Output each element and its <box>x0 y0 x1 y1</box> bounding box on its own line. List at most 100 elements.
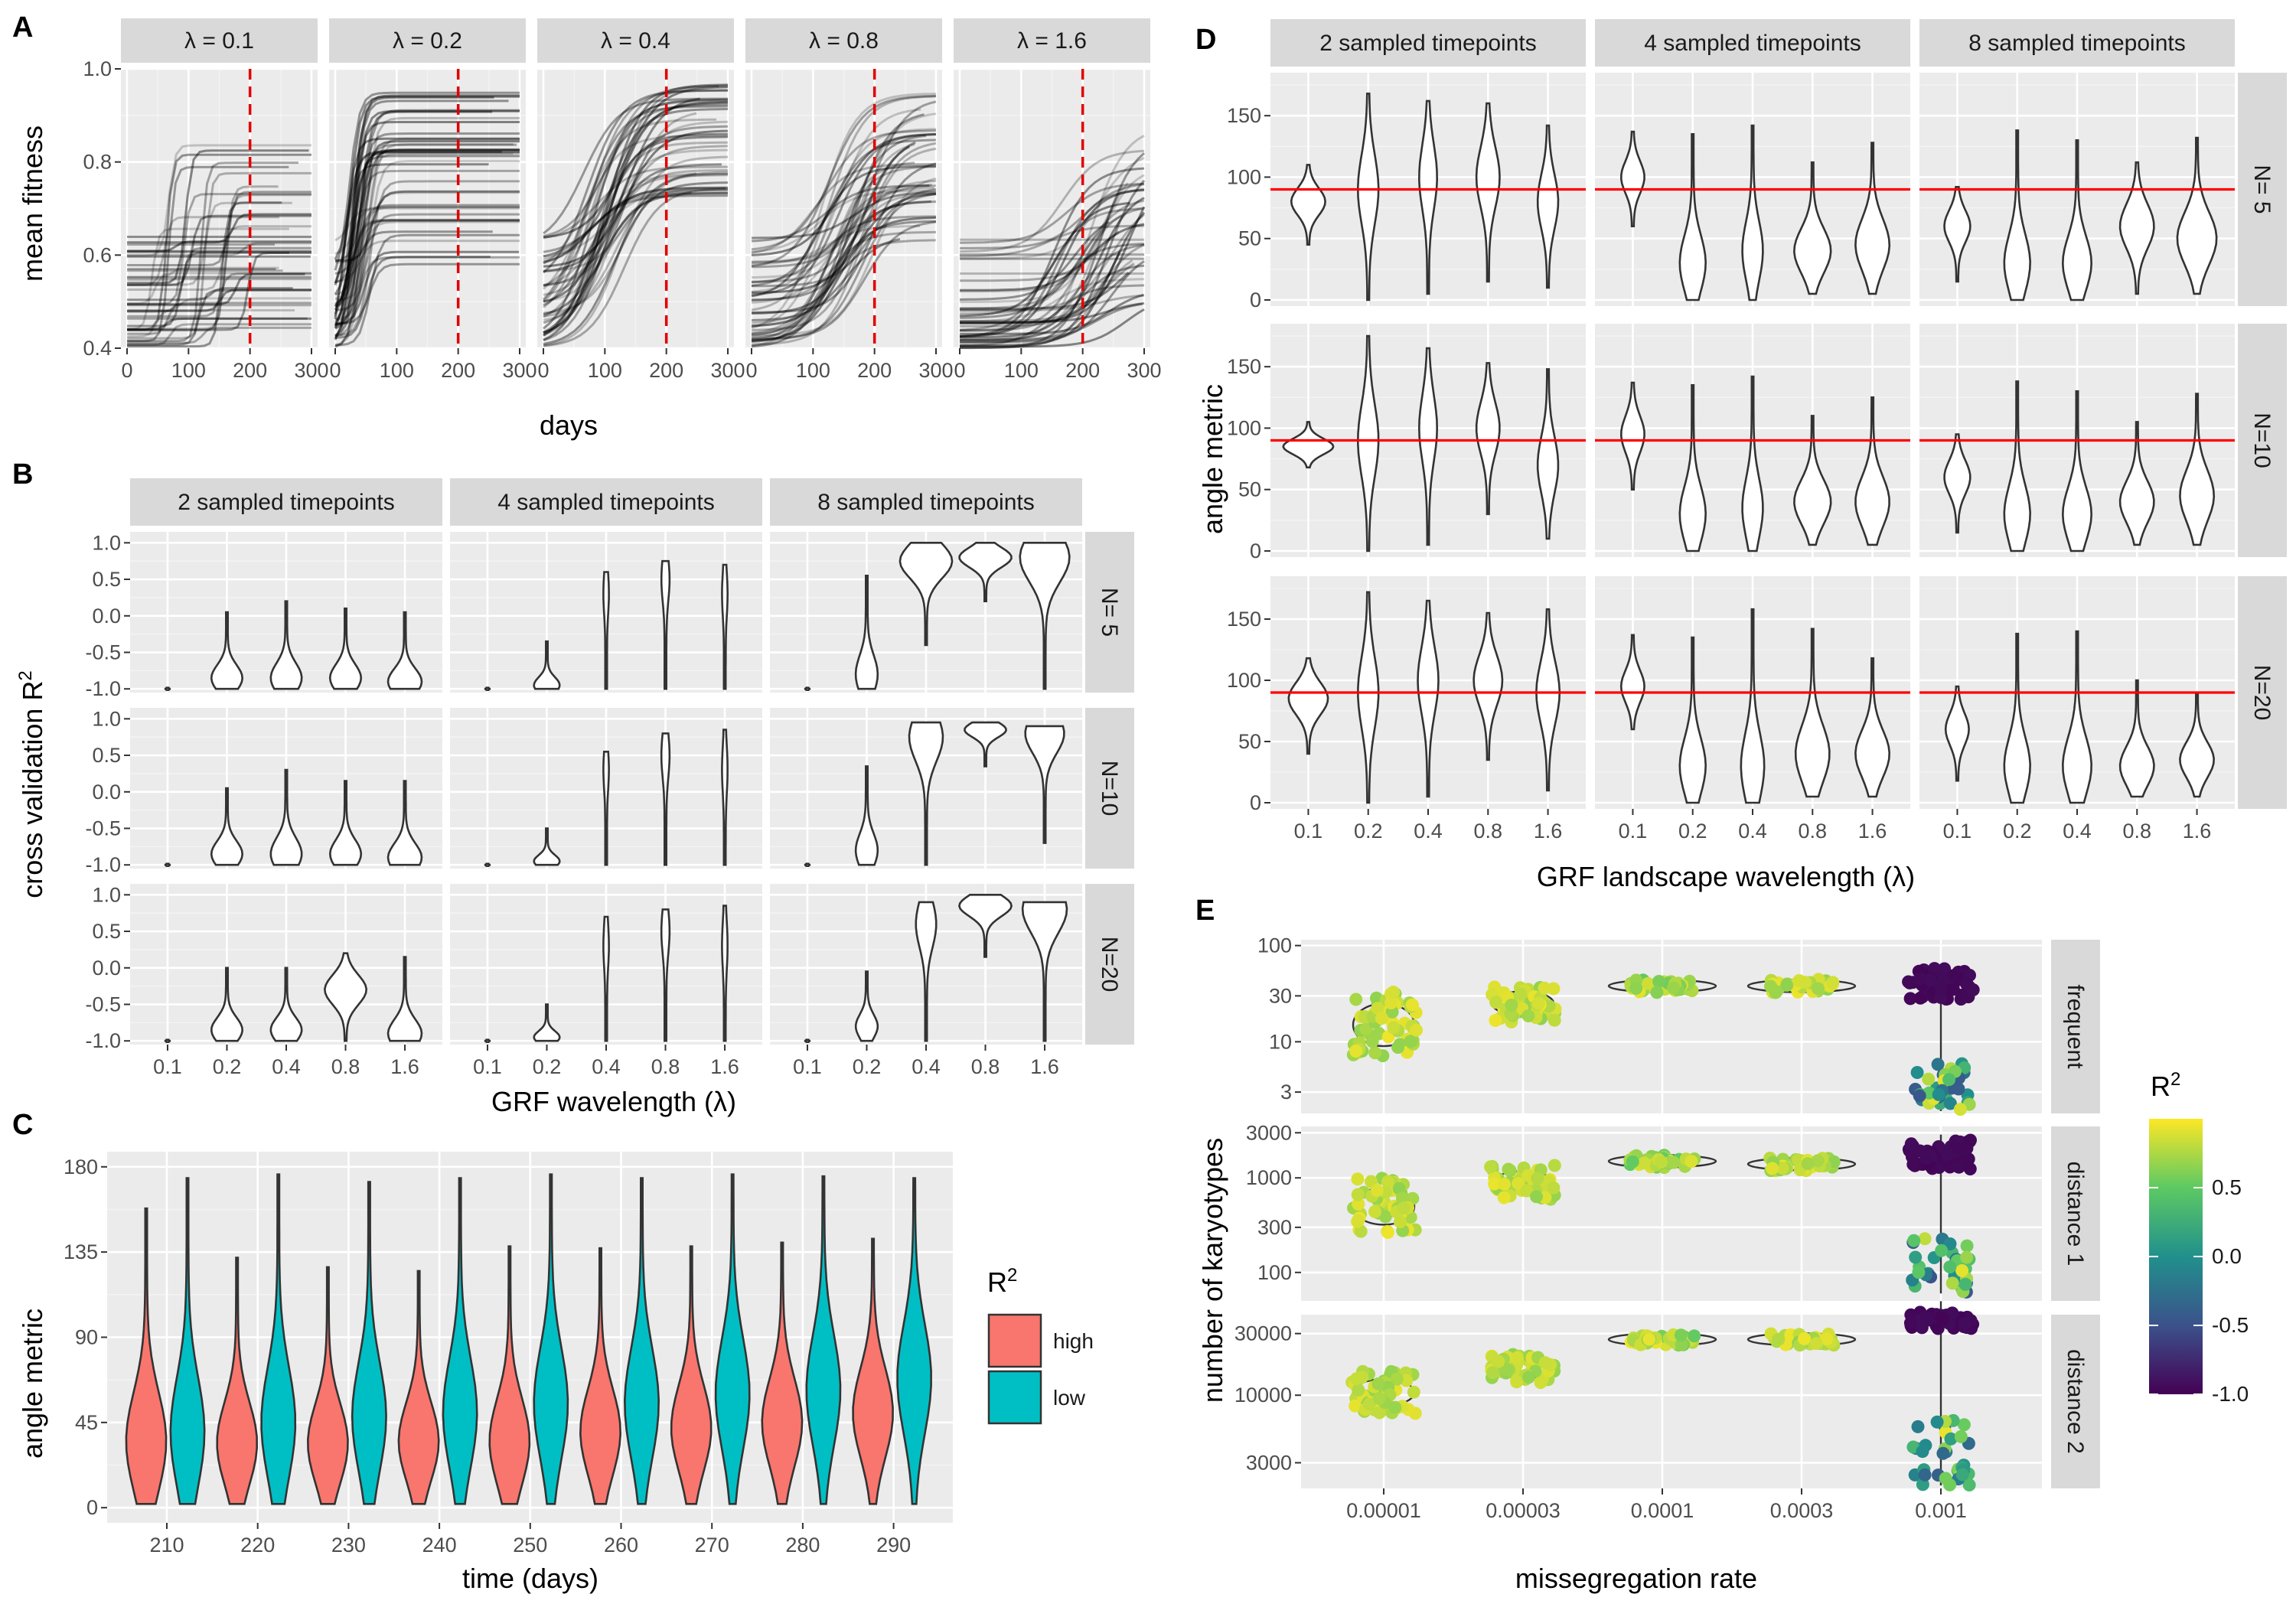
panel-e-point <box>1928 962 1942 976</box>
panel-b-violin-0.8 <box>958 542 1013 602</box>
panel-d-violin-0.1 <box>1943 186 1971 283</box>
panel-a-trajectory <box>959 264 1145 339</box>
panel-d-x-title: GRF landscape wavelength (λ) <box>1537 861 1915 892</box>
panel-a-y-tick: 1.0 <box>83 57 112 80</box>
panel-e-point <box>1764 980 1777 993</box>
panel-a-trajectory <box>543 186 728 307</box>
panel-b-strip-row-3 <box>1085 884 1134 1045</box>
panel-b-y-tick: 1.0 <box>92 531 121 554</box>
panel-c-violin-high-250 <box>488 1245 531 1505</box>
panel-a-trajectory <box>334 169 520 305</box>
panel-a-trajectory <box>959 220 1110 301</box>
panel-e-y-tick: 3000 <box>1246 1452 1292 1475</box>
panel-a-trajectory <box>127 193 311 305</box>
panel-d-violin-1.6 <box>1536 368 1560 540</box>
panel-d-x-tick: 0.2 <box>2003 820 2032 843</box>
panel-a-trajectory <box>543 97 729 235</box>
panel-b-x-tick: 0.1 <box>473 1055 502 1078</box>
panel-a-trajectory <box>127 153 311 331</box>
panel-d-violin-0.8 <box>1473 611 1504 761</box>
panel-e-point <box>1956 1143 1970 1156</box>
panel-a-trajectory <box>127 323 311 347</box>
panel-b-x-tick: 0.2 <box>213 1055 242 1078</box>
panel-e-point <box>1906 1158 1920 1172</box>
panel-c-x-tick: 210 <box>149 1534 184 1556</box>
colorbar-tick: -0.5 <box>2212 1313 2249 1337</box>
panel-a-trajectory <box>751 192 937 324</box>
panel-a-trajectory <box>543 135 729 263</box>
panel-e-point <box>1960 1239 1974 1253</box>
panel-a-trajectory <box>334 143 514 327</box>
panel-e-point <box>1538 1356 1552 1370</box>
panel-c-y-tick: 0 <box>86 1496 98 1519</box>
panel-a-trajectory <box>334 262 520 325</box>
panel-b-y-tick: 1.0 <box>92 883 121 906</box>
panel-a-x-tick: 200 <box>857 359 892 382</box>
panel-a-trajectory <box>960 174 1145 340</box>
panel-a-trajectory <box>334 233 520 347</box>
panel-e-point <box>1502 1162 1515 1176</box>
panel-e-point <box>1675 1338 1688 1351</box>
panel-a-trajectory <box>334 148 520 348</box>
panel-e-point <box>1910 1066 1924 1079</box>
panel-d-violin-0.2 <box>1678 133 1707 302</box>
panel-d-violin-0.4 <box>1740 608 1766 804</box>
panel-d-y-title: angle metric <box>1197 384 1228 534</box>
panel-a-trajectory <box>334 213 520 311</box>
panel-d: 2 sampled timepoints 4 sampled timepoints… <box>1227 19 2287 843</box>
panel-a-x-tick: 200 <box>1065 359 1100 382</box>
panel-d-violin-0.4 <box>2061 139 2093 302</box>
panel-a-trajectory <box>543 181 729 345</box>
panel-b-x-tick: 0.4 <box>912 1055 941 1078</box>
panel-e-point <box>1962 1152 1975 1166</box>
panel-e-point <box>1904 1137 1918 1151</box>
panel-e-point <box>1913 972 1927 986</box>
panel-b-violin-1.6 <box>721 563 729 690</box>
panel-a-trajectory <box>543 172 697 273</box>
panel-a-trajectory <box>751 216 937 342</box>
panel-b-x-tick: 0.4 <box>592 1055 621 1078</box>
panel-e-point <box>1903 992 1917 1006</box>
panel-a-trajectory <box>960 272 1130 310</box>
panel-c-violin-high-260 <box>579 1247 622 1505</box>
panel-d-violin-1.6 <box>2179 393 2216 546</box>
panel-e-point <box>1766 1162 1779 1175</box>
panel-b-violin-0.1 <box>804 686 811 691</box>
panel-a-trajectory <box>959 207 1143 331</box>
panel-b-violin-0.4 <box>602 571 610 690</box>
panel-d-y-tick: 150 <box>1227 104 1261 127</box>
panel-d-x-tick: 0.4 <box>1414 820 1443 843</box>
panel-e-point <box>1489 996 1503 1009</box>
panel-c-violin-low-210 <box>169 1177 206 1505</box>
panel-e-point <box>1548 1013 1561 1027</box>
panel-a-trajectory <box>127 201 282 348</box>
panel-a-x-tick: 300 <box>710 359 745 382</box>
panel-e-point <box>1652 975 1666 988</box>
legend-swatch-high <box>987 1313 1042 1368</box>
panel-d-violin-0.8 <box>2118 679 2155 798</box>
panel-e-point <box>1629 982 1643 995</box>
panel-d-violin-1.6 <box>1854 142 1891 295</box>
panel-a-trajectory <box>334 138 520 321</box>
panel-a-trajectory <box>334 151 520 311</box>
panel-c-x-tick: 280 <box>785 1534 820 1556</box>
panel-d-strip-row-2 <box>2238 324 2287 557</box>
panel-d-strip-row-1 <box>2238 73 2287 306</box>
panel-a-trajectory <box>334 190 520 262</box>
panel-e-y-tick: 100 <box>1257 1261 1292 1284</box>
panel-c-violin-low-260 <box>623 1177 660 1505</box>
panel-e-point <box>1512 1176 1525 1190</box>
panel-b-strip-row-1 <box>1085 532 1134 693</box>
panel-a: λ = 0.1 0 100 200 300 λ = 0.2 0 100 200 300 λ = 0.… <box>83 18 1162 382</box>
panel-e-point <box>1940 1148 1954 1162</box>
panel-c: 210 220 230 240 250 260 270 280 290 0 45 90 135 180 <box>64 1152 953 1556</box>
panel-a-trajectory <box>334 191 520 264</box>
panel-a-trajectory <box>127 251 289 328</box>
panel-a-trajectory <box>960 207 1145 331</box>
panel-a-strip-facet-1-label: λ = 0.1 <box>184 28 254 54</box>
panel-e-strip-row-1 <box>2051 940 2100 1113</box>
panel-d-violin-1.6 <box>1536 124 1560 289</box>
panel-d-x-tick: 0.1 <box>1294 820 1323 843</box>
panel-e-point <box>1655 1156 1668 1169</box>
panel-e-point <box>1375 1012 1388 1025</box>
